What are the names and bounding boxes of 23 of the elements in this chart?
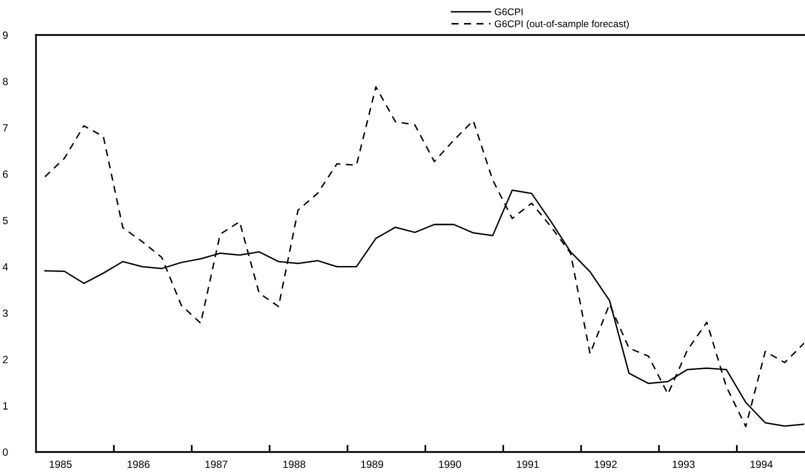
y-tick-label: 3 — [2, 310, 8, 317]
x-tick-label: 1988 — [283, 460, 306, 468]
x-tick-label: 1991 — [516, 460, 539, 468]
y-tick-label: 5 — [2, 216, 8, 224]
y-tick-label: 7 — [2, 124, 8, 132]
legend-label: G6CPI — [494, 8, 523, 16]
x-tick-label: 1986 — [128, 460, 150, 468]
x-tick-label: 1987 — [205, 460, 228, 468]
x-tick-label: 1989 — [361, 460, 384, 468]
x-tick-label: 1994 — [750, 460, 773, 468]
legend-label: G6CPI (out-of-sample forecast) — [494, 20, 629, 30]
x-tick-label: 1993 — [672, 460, 695, 468]
x-tick-label: 1990 — [439, 460, 462, 468]
y-tick-label: 9 — [2, 32, 8, 39]
y-tick-label: 1 — [3, 402, 8, 410]
line-series — [44, 86, 804, 428]
x-tick-label: 1992 — [594, 460, 617, 468]
y-tick-label: 8 — [2, 78, 8, 86]
x-tick-label: 1985 — [50, 460, 72, 468]
y-tick-label: 6 — [2, 170, 8, 178]
y-tick-label: 4 — [2, 263, 8, 270]
y-tick-label: 2 — [2, 356, 8, 364]
y-tick-label: 0 — [2, 448, 8, 456]
